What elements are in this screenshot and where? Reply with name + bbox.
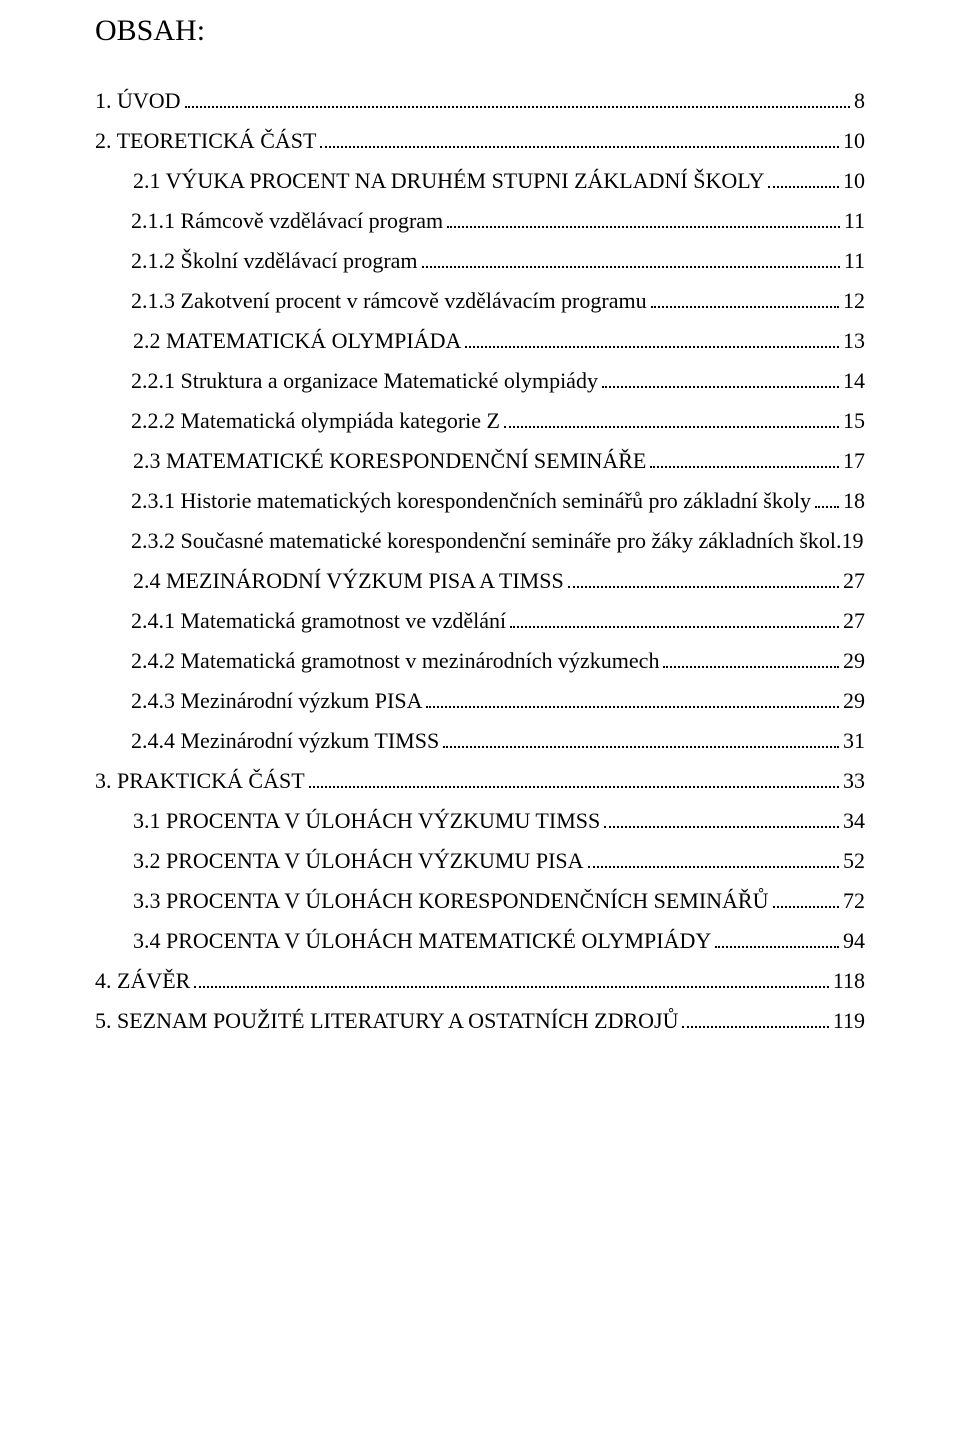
toc-leader-dots bbox=[602, 386, 839, 388]
toc-entry-label: 3.4 PROCENTA V ÚLOHÁCH MATEMATICKÉ OLYMP… bbox=[133, 928, 711, 954]
toc-entry-label: 2.4.3 Mezinárodní výzkum PISA bbox=[131, 688, 422, 714]
toc-entry-page: 13 bbox=[843, 328, 865, 354]
toc-entry-label: 2.1.2 Školní vzdělávací program bbox=[131, 248, 418, 274]
toc-entry: 3. PRAKTICKÁ ČÁST 33 bbox=[95, 768, 865, 794]
toc-entry: 2.2.2 Matematická olympiáda kategorie Z 1… bbox=[95, 408, 865, 434]
toc-entry-page: 19 bbox=[842, 528, 864, 554]
toc-leader-dots bbox=[682, 1026, 828, 1028]
table-of-contents: 1. ÚVOD 8 2. TEORETICKÁ ČÁST 10 2.1 VÝUKA PR… bbox=[95, 88, 865, 1034]
toc-entry-page: 12 bbox=[843, 288, 865, 314]
toc-entry: 3.4 PROCENTA V ÚLOHÁCH MATEMATICKÉ OLYMP… bbox=[95, 928, 865, 954]
toc-entry-page: 17 bbox=[843, 448, 865, 474]
toc-entry: 4. ZÁVĚR 118 bbox=[95, 968, 865, 994]
toc-leader-dots bbox=[588, 866, 839, 868]
toc-entry-label: 2.2.1 Struktura a organizace Matematické… bbox=[131, 368, 598, 394]
toc-entry: 2. TEORETICKÁ ČÁST 10 bbox=[95, 128, 865, 154]
toc-leader-dots bbox=[309, 786, 839, 788]
toc-entry-page: 72 bbox=[843, 888, 865, 914]
toc-entry-label: 2.1.3 Zakotvení procent v rámcově vzdělá… bbox=[131, 288, 647, 314]
toc-entry-label: 2.4 MEZINÁRODNÍ VÝZKUM PISA A TIMSS bbox=[133, 568, 564, 594]
toc-entry-label: 1. ÚVOD bbox=[95, 88, 181, 114]
toc-leader-dots bbox=[815, 506, 839, 508]
toc-entry-label: 3.2 PROCENTA V ÚLOHÁCH VÝZKUMU PISA bbox=[133, 848, 584, 874]
toc-leader-dots bbox=[504, 426, 839, 428]
toc-entry-page: 29 bbox=[843, 648, 865, 674]
toc-leader-dots bbox=[650, 466, 839, 468]
toc-entry-label: 2.3.2 Současné matematické korespondenčn… bbox=[131, 528, 842, 554]
toc-leader-dots bbox=[422, 266, 840, 268]
toc-entry-page: 8 bbox=[854, 88, 865, 114]
toc-entry-label: 2.4.4 Mezinárodní výzkum TIMSS bbox=[131, 728, 439, 754]
toc-entry: 3.2 PROCENTA V ÚLOHÁCH VÝZKUMU PISA 52 bbox=[95, 848, 865, 874]
toc-entry-page: 118 bbox=[833, 968, 865, 994]
toc-entry-page: 29 bbox=[843, 688, 865, 714]
toc-entry-label: 2.2 MATEMATICKÁ OLYMPIÁDA bbox=[133, 328, 461, 354]
toc-entry-page: 11 bbox=[844, 208, 865, 234]
toc-entry-page: 11 bbox=[844, 248, 865, 274]
toc-entry: 2.1 VÝUKA PROCENT NA DRUHÉM STUPNI ZÁKLA… bbox=[95, 168, 865, 194]
toc-entry: 5. SEZNAM POUŽITÉ LITERATURY A OSTATNÍCH… bbox=[95, 1008, 865, 1034]
toc-entry: 2.4.3 Mezinárodní výzkum PISA 29 bbox=[95, 688, 865, 714]
toc-entry-label: 2.1.1 Rámcově vzdělávací program bbox=[131, 208, 443, 234]
toc-entry-page: 15 bbox=[843, 408, 865, 434]
toc-leader-dots bbox=[768, 186, 839, 188]
toc-entry: 3.3 PROCENTA V ÚLOHÁCH KORESPONDENČNÍCH … bbox=[95, 888, 865, 914]
toc-entry-page: 33 bbox=[843, 768, 865, 794]
toc-entry-page: 34 bbox=[843, 808, 865, 834]
toc-leader-dots bbox=[447, 226, 840, 228]
toc-leader-dots bbox=[194, 986, 828, 988]
toc-leader-dots bbox=[443, 746, 839, 748]
toc-entry-label: 5. SEZNAM POUŽITÉ LITERATURY A OSTATNÍCH… bbox=[95, 1008, 678, 1034]
toc-entry-page: 27 bbox=[843, 568, 865, 594]
toc-entry-label: 4. ZÁVĚR bbox=[95, 968, 190, 994]
toc-leader-dots bbox=[715, 946, 839, 948]
toc-entry-label: 2.4.1 Matematická gramotnost ve vzdělání bbox=[131, 608, 506, 634]
toc-entry-page: 10 bbox=[843, 168, 865, 194]
toc-entry-page: 27 bbox=[843, 608, 865, 634]
toc-entry-label: 2.4.2 Matematická gramotnost v mezinárod… bbox=[131, 648, 659, 674]
toc-leader-dots bbox=[320, 146, 839, 148]
toc-entry: 2.4.4 Mezinárodní výzkum TIMSS 31 bbox=[95, 728, 865, 754]
toc-entry: 2.4.1 Matematická gramotnost ve vzdělání… bbox=[95, 608, 865, 634]
toc-entry: 2.2.1 Struktura a organizace Matematické… bbox=[95, 368, 865, 394]
toc-entry-label: 2. TEORETICKÁ ČÁST bbox=[95, 128, 316, 154]
toc-entry: 3.1 PROCENTA V ÚLOHÁCH VÝZKUMU TIMSS 34 bbox=[95, 808, 865, 834]
toc-entry-page: 14 bbox=[843, 368, 865, 394]
toc-entry: 2.4 MEZINÁRODNÍ VÝZKUM PISA A TIMSS 27 bbox=[95, 568, 865, 594]
toc-entry: 2.1.1 Rámcově vzdělávací program 11 bbox=[95, 208, 865, 234]
toc-leader-dots bbox=[773, 906, 840, 908]
toc-entry: 1. ÚVOD 8 bbox=[95, 88, 865, 114]
toc-entry-label: 2.2.2 Matematická olympiáda kategorie Z bbox=[131, 408, 500, 434]
toc-entry: 2.1.2 Školní vzdělávací program 11 bbox=[95, 248, 865, 274]
toc-entry-page: 31 bbox=[843, 728, 865, 754]
toc-entry-page: 18 bbox=[843, 488, 865, 514]
toc-leader-dots bbox=[426, 706, 839, 708]
toc-leader-dots bbox=[663, 666, 839, 668]
toc-entry: 2.3 MATEMATICKÉ KORESPONDENČNÍ SEMINÁŘE 1… bbox=[95, 448, 865, 474]
toc-leader-dots bbox=[604, 826, 839, 828]
toc-entry: 2.2 MATEMATICKÁ OLYMPIÁDA 13 bbox=[95, 328, 865, 354]
toc-entry-page: 94 bbox=[843, 928, 865, 954]
toc-leader-dots bbox=[510, 626, 839, 628]
toc-entry: 2.1.3 Zakotvení procent v rámcově vzdělá… bbox=[95, 288, 865, 314]
toc-entry-label: 3.3 PROCENTA V ÚLOHÁCH KORESPONDENČNÍCH … bbox=[133, 888, 769, 914]
toc-entry: 2.3.1 Historie matematických koresponden… bbox=[95, 488, 865, 514]
document-title: OBSAH: bbox=[95, 14, 865, 48]
toc-entry-label: 3.1 PROCENTA V ÚLOHÁCH VÝZKUMU TIMSS bbox=[133, 808, 600, 834]
toc-leader-dots bbox=[465, 346, 839, 348]
toc-entry-label: 2.3 MATEMATICKÉ KORESPONDENČNÍ SEMINÁŘE bbox=[133, 448, 646, 474]
toc-entry: 2.3.2 Současné matematické korespondenčn… bbox=[95, 528, 865, 554]
toc-entry-label: 3. PRAKTICKÁ ČÁST bbox=[95, 768, 305, 794]
toc-leader-dots bbox=[568, 586, 839, 588]
toc-entry-page: 52 bbox=[843, 848, 865, 874]
toc-leader-dots bbox=[185, 106, 850, 108]
toc-entry-label: 2.1 VÝUKA PROCENT NA DRUHÉM STUPNI ZÁKLA… bbox=[133, 168, 764, 194]
toc-entry-page: 10 bbox=[843, 128, 865, 154]
toc-leader-dots bbox=[651, 306, 839, 308]
toc-entry: 2.4.2 Matematická gramotnost v mezinárod… bbox=[95, 648, 865, 674]
toc-entry-page: 119 bbox=[833, 1008, 865, 1034]
toc-entry-label: 2.3.1 Historie matematických koresponden… bbox=[131, 488, 811, 514]
